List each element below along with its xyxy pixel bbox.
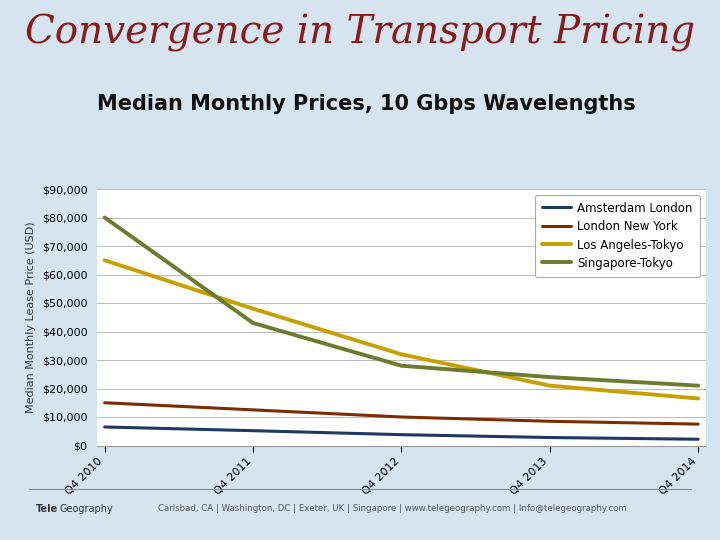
Text: Convergence in Transport Pricing: Convergence in Transport Pricing: [25, 14, 695, 51]
Los Angeles-Tokyo: [546, 382, 554, 389]
Los Angeles-Tokyo: [397, 351, 406, 357]
Line: Amsterdam London: Amsterdam London: [104, 427, 698, 439]
Singapore-Tokyo: [248, 320, 257, 326]
Text: Tele: Tele: [36, 504, 58, 514]
Line: Singapore-Tokyo: Singapore-Tokyo: [104, 218, 698, 386]
Text: Median Monthly Prices, 10 Gbps Wavelengths: Median Monthly Prices, 10 Gbps Wavelengt…: [97, 94, 636, 114]
Line: London New York: London New York: [104, 403, 698, 424]
London New York: [100, 400, 109, 406]
Text: Carlsbad, CA | Washington, DC | Exeter, UK | Singapore | www.telegeography.com |: Carlsbad, CA | Washington, DC | Exeter, …: [158, 504, 627, 513]
Amsterdam London: [248, 428, 257, 434]
Singapore-Tokyo: [397, 362, 406, 369]
London New York: [694, 421, 703, 427]
Text: Geography: Geography: [59, 504, 113, 514]
London New York: [397, 414, 406, 420]
Los Angeles-Tokyo: [694, 395, 703, 402]
Amsterdam London: [546, 434, 554, 441]
London New York: [248, 407, 257, 413]
Singapore-Tokyo: [100, 214, 109, 221]
London New York: [546, 418, 554, 424]
Line: Los Angeles-Tokyo: Los Angeles-Tokyo: [104, 260, 698, 399]
Amsterdam London: [397, 431, 406, 438]
Legend: Amsterdam London, London New York, Los Angeles-Tokyo, Singapore-Tokyo: Amsterdam London, London New York, Los A…: [535, 195, 700, 277]
Los Angeles-Tokyo: [100, 257, 109, 264]
Singapore-Tokyo: [694, 382, 703, 389]
Y-axis label: Median Monthly Lease Price (USD): Median Monthly Lease Price (USD): [27, 221, 36, 413]
Amsterdam London: [100, 424, 109, 430]
Los Angeles-Tokyo: [248, 306, 257, 312]
Singapore-Tokyo: [546, 374, 554, 380]
Amsterdam London: [694, 436, 703, 442]
